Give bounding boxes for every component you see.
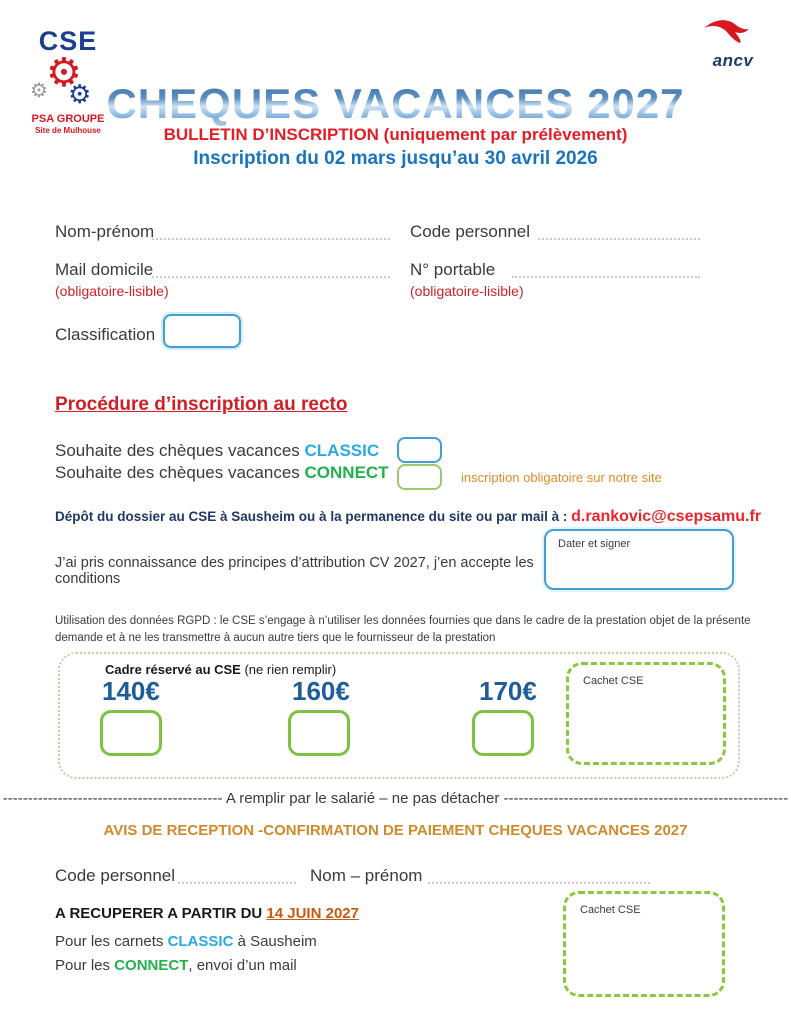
depot-line: Dépôt du dossier au CSE à Sausheim ou à … bbox=[55, 508, 761, 526]
portable-required-note: (obligatoire-lisible) bbox=[410, 283, 524, 299]
wish-classic-prefix: Souhaite des chèques vacances bbox=[55, 441, 305, 460]
depot-text: Dépôt du dossier au CSE à Sausheim ou à … bbox=[55, 509, 572, 524]
connect-mail-line: Pour les CONNECT, envoi d’un mail bbox=[55, 957, 297, 974]
receipt-connect-word: CONNECT bbox=[114, 957, 189, 974]
nom-prenom-field[interactable] bbox=[152, 238, 390, 240]
amount-140: 140€ bbox=[102, 676, 160, 706]
cse-logo: CSE ⚙ ⚙ ⚙ PSA GROUPE Site de Mulhouse bbox=[26, 28, 110, 135]
recover-date: 14 JUIN 2027 bbox=[266, 905, 359, 922]
grey-gear-icon: ⚙ bbox=[30, 81, 48, 101]
cse-frame-title-note: (ne rien remplir) bbox=[240, 662, 337, 677]
classification-label: Classification bbox=[55, 325, 156, 344]
sign-box-label: Dater et signer bbox=[558, 538, 631, 550]
blue-gear-icon: ⚙ bbox=[68, 81, 91, 107]
connect-word: CONNECT bbox=[304, 463, 389, 482]
code-personnel-label: Code personnel bbox=[410, 222, 531, 241]
cse-logo-text: CSE bbox=[38, 26, 98, 56]
gear-cluster: ⚙ ⚙ ⚙ bbox=[26, 51, 110, 113]
n-portable-field[interactable] bbox=[512, 276, 700, 278]
code-personnel-field[interactable] bbox=[538, 238, 700, 240]
cse-reserved-frame bbox=[58, 652, 740, 779]
receipt-code-personnel-field[interactable] bbox=[178, 882, 296, 884]
connect-mail-prefix: Pour les bbox=[55, 957, 115, 974]
receipt-nom-prenom-field[interactable] bbox=[428, 882, 650, 884]
connect-checkbox[interactable] bbox=[397, 464, 442, 490]
tear-off-divider: ----------------------------------------… bbox=[0, 790, 791, 807]
rgpd-text: Utilisation des données RGPD : le CSE s’… bbox=[55, 615, 751, 644]
cachet-cse-label-bottom: Cachet CSE bbox=[580, 904, 641, 916]
classic-checkbox[interactable] bbox=[397, 437, 442, 463]
procedure-heading: Procédure d’inscription au recto bbox=[55, 394, 348, 415]
wish-classic-line: Souhaite des chèques vacances CLASSIC bbox=[55, 441, 379, 461]
nom-prenom-label: Nom-prénom bbox=[55, 222, 155, 241]
wish-connect-prefix: Souhaite des chèques vacances bbox=[55, 463, 305, 482]
amount-170-checkbox[interactable] bbox=[472, 710, 534, 756]
connect-mail-suffix: , envoi d’un mail bbox=[188, 957, 297, 974]
sign-box[interactable]: Dater et signer bbox=[544, 529, 734, 590]
subtitle-blue: Inscription du 02 mars jusqu’au 30 avril… bbox=[193, 148, 598, 169]
receipt-code-personnel-label: Code personnel bbox=[55, 866, 176, 885]
classification-box[interactable] bbox=[163, 314, 241, 348]
classic-pickup-suffix: à Sausheim bbox=[233, 933, 317, 950]
cachet-cse-box-bottom: Cachet CSE bbox=[563, 891, 725, 997]
recover-prefix: A RECUPERER A PARTIR DU bbox=[55, 905, 267, 922]
cachet-cse-box-top: Cachet CSE bbox=[566, 662, 726, 765]
cse-frame-title-bold: Cadre réservé au CSE bbox=[105, 662, 241, 677]
recover-line: A RECUPERER A PARTIR DU 14 JUIN 2027 bbox=[55, 905, 359, 922]
classic-pickup-prefix: Pour les carnets bbox=[55, 933, 168, 950]
wish-connect-line: Souhaite des chèques vacances CONNECT bbox=[55, 463, 389, 483]
conditions-text: J’ai pris connaissance des principes d’a… bbox=[55, 555, 534, 587]
receipt-heading: AVIS DE RECEPTION -CONFIRMATION DE PAIEM… bbox=[103, 822, 688, 839]
classic-pickup-line: Pour les carnets CLASSIC à Sausheim bbox=[55, 933, 317, 950]
n-portable-label: N° portable bbox=[410, 260, 496, 279]
ancv-logo-text: ancv bbox=[712, 51, 754, 70]
subtitle-red: BULLETIN D’INSCRIPTION (uniquement par p… bbox=[163, 125, 628, 144]
ancv-bird-icon bbox=[704, 20, 749, 43]
divider-text: A remplir par le salarié – ne pas détach… bbox=[222, 790, 504, 807]
amount-170: 170€ bbox=[479, 676, 537, 706]
mail-domicile-field[interactable] bbox=[152, 276, 390, 278]
mail-required-note: (obligatoire-lisible) bbox=[55, 283, 169, 299]
cse-org-label: PSA GROUPE bbox=[26, 113, 110, 126]
ancv-logo: ancv bbox=[698, 16, 768, 71]
amount-160: 160€ bbox=[292, 676, 350, 706]
cse-site-label: Site de Mulhouse bbox=[35, 125, 101, 135]
receipt-classic-word: CLASSIC bbox=[167, 933, 234, 950]
cse-frame-title: Cadre réservé au CSE (ne rien remplir) bbox=[105, 662, 336, 677]
red-gear-icon: ⚙ bbox=[46, 51, 82, 95]
divider-right-dashes: ----------------------------------------… bbox=[503, 790, 789, 807]
connect-note: inscription obligatoire sur notre site bbox=[461, 470, 662, 485]
amount-140-checkbox[interactable] bbox=[100, 710, 162, 756]
depot-email-link[interactable]: d.rankovic@csepsamu.fr bbox=[571, 508, 762, 525]
divider-left-dashes: ----------------------------------------… bbox=[2, 790, 223, 807]
receipt-nom-prenom-label: Nom – prénom bbox=[310, 866, 423, 885]
classic-word: CLASSIC bbox=[304, 441, 380, 460]
amount-160-checkbox[interactable] bbox=[288, 710, 350, 756]
mail-domicile-label: Mail domicile bbox=[55, 260, 154, 279]
cachet-cse-label-top: Cachet CSE bbox=[583, 675, 644, 687]
page-title: CHEQUES VACANCES 2027 bbox=[0, 80, 791, 128]
